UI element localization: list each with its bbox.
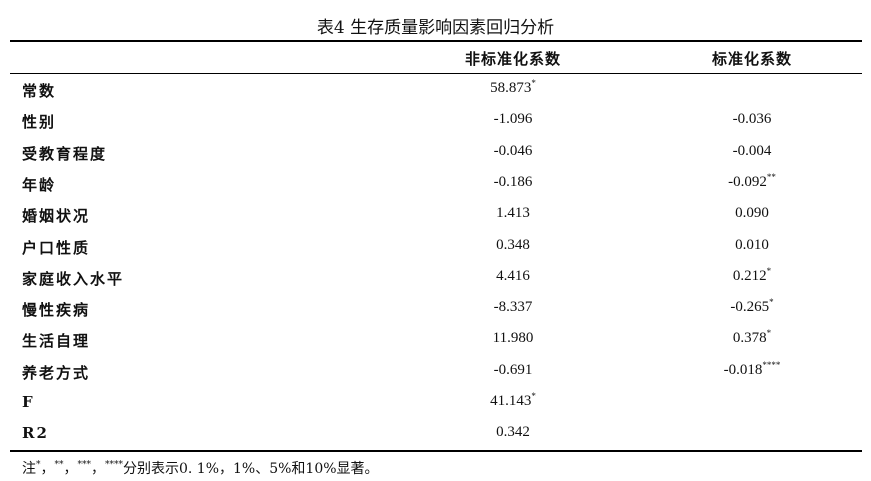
- cell-value: -8.337: [493, 299, 533, 316]
- table-cell: 41.143*: [490, 391, 536, 410]
- row-label: 家庭收入水平: [22, 269, 125, 288]
- row-label: 养老方式: [22, 363, 91, 382]
- table-cell: -0.018****: [723, 359, 781, 379]
- cell-value: -0.092: [728, 173, 767, 190]
- top-rule: [10, 40, 862, 42]
- cell-value: -0.018: [723, 361, 763, 378]
- note-text: 分别表示0. 1%，1%、5%和10%显著。: [123, 461, 379, 477]
- column-header: 标准化系数: [711, 50, 793, 68]
- row-label: 户口性质: [22, 238, 91, 257]
- table-cell: 0.090: [735, 205, 769, 222]
- table-cell: 4.416: [496, 268, 530, 285]
- row-label: 婚姻状况: [22, 207, 91, 226]
- cell-value: 0.090: [735, 205, 769, 222]
- significance-mark: *: [531, 391, 536, 401]
- cell-value: 58.873: [490, 80, 532, 96]
- table-cell: 58.873*: [490, 78, 536, 97]
- cell-value: -0.265: [730, 299, 770, 316]
- cell-value: 0.378: [732, 330, 767, 347]
- significance-mark: *: [766, 328, 772, 339]
- cell-value: -0.046: [493, 142, 533, 159]
- row-label: 年龄: [22, 175, 57, 194]
- table-cell: -0.004: [733, 143, 772, 160]
- table-cell: 0.348: [496, 237, 530, 254]
- table-cell: -1.096: [494, 111, 533, 128]
- table-cell: 1.413: [496, 205, 530, 222]
- cell-value: 0.212: [732, 267, 767, 284]
- row-label: 慢性疾病: [22, 301, 91, 320]
- table-cell: -0.186: [494, 174, 533, 191]
- table-cell: -0.092**: [728, 171, 776, 191]
- cell-value: -0.036: [732, 111, 772, 128]
- bottom-rule: [10, 450, 862, 452]
- note-mark: **: [54, 460, 64, 470]
- row-label: R2: [22, 424, 49, 443]
- note-text: ，: [63, 461, 78, 477]
- significance-mark: *: [531, 78, 536, 88]
- cell-value: -0.691: [493, 361, 533, 378]
- table-cell: -0.265*: [730, 297, 774, 316]
- table-cell: 0.342: [496, 424, 530, 441]
- note-mark: *: [36, 460, 41, 470]
- cell-value: 0.342: [496, 424, 530, 441]
- row-label: 生活自理: [22, 332, 91, 351]
- note-text: ，: [91, 461, 105, 477]
- significance-mark: **: [766, 171, 776, 182]
- row-label: 常数: [22, 82, 57, 100]
- table-cell: 0.212*: [732, 265, 772, 285]
- table-cell: 0.378*: [732, 328, 772, 347]
- cell-value: -1.096: [493, 111, 533, 128]
- cell-value: 0.348: [496, 236, 530, 253]
- cell-value: -0.004: [732, 142, 772, 159]
- row-label: 性别: [22, 113, 57, 132]
- table-cell: -0.036: [733, 111, 772, 128]
- significance-mark: *: [766, 265, 772, 276]
- table-cell: 0.010: [735, 237, 769, 254]
- note-text: ，: [40, 461, 55, 477]
- cell-value: 11.980: [492, 330, 534, 347]
- row-label: 受教育程度: [22, 144, 108, 163]
- header-rule: [10, 73, 862, 74]
- table-cell: -8.337: [494, 299, 533, 316]
- note-text: 注: [22, 461, 36, 477]
- table-cell: 11.980: [493, 330, 534, 347]
- cell-value: 41.143: [490, 393, 532, 409]
- table-cell: -0.046: [494, 143, 533, 160]
- row-label: F: [22, 393, 35, 411]
- cell-value: 4.416: [496, 267, 530, 284]
- cell-value: 1.413: [496, 205, 530, 222]
- column-header: 非标准化系数: [464, 50, 562, 68]
- significance-mark: ****: [762, 359, 781, 370]
- table-note: 注*，**，***，****分别表示0. 1%，1%、5%和10%显著。: [22, 458, 379, 478]
- cell-value: -0.186: [493, 173, 533, 190]
- cell-value: 0.010: [735, 236, 769, 253]
- note-mark: ****: [105, 460, 123, 470]
- note-mark: ***: [77, 460, 92, 470]
- table-title: 表4 生存质量影响因素回归分析: [316, 18, 555, 38]
- significance-mark: *: [769, 297, 774, 308]
- table-cell: -0.691: [494, 362, 533, 379]
